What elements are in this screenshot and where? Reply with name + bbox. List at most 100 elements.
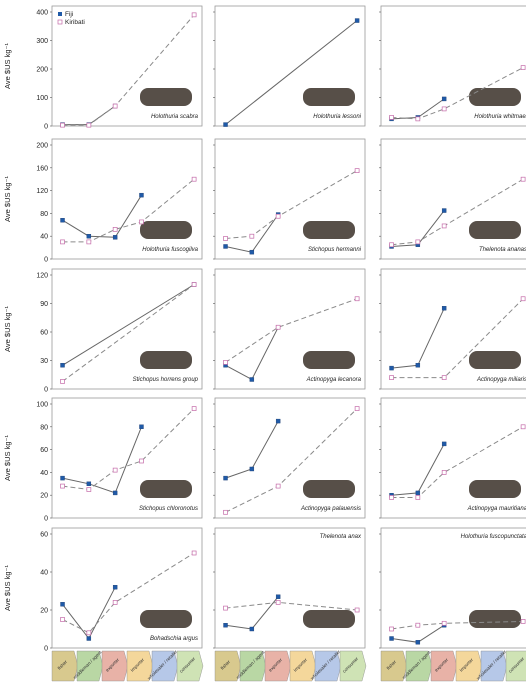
series-line-fiji: [62, 194, 142, 238]
y-axis-label: Ave $US kg⁻¹: [3, 306, 12, 352]
chart-panel: Actinopyga palauensis: [213, 397, 366, 519]
y-axis-label: Ave $US kg⁻¹: [3, 176, 12, 222]
data-point-kiribati: [389, 495, 394, 500]
data-point-kiribati: [441, 375, 447, 380]
legend-label-kiribati: Kiribati: [65, 19, 85, 26]
series-line-kiribati: [62, 14, 195, 126]
data-point-kiribati: [60, 122, 65, 128]
series-line-kiribati: [62, 178, 195, 243]
species-label: Thelenota anax: [320, 534, 362, 540]
panel-frame: [380, 527, 526, 649]
data-point-kiribati: [354, 296, 360, 302]
y-tick-label: 30: [40, 358, 48, 365]
data-point-kiribati: [191, 12, 197, 18]
y-tick-label: 300: [36, 38, 48, 45]
species-label: Holothuria fuscopunctata: [461, 534, 526, 540]
species-label: Holothuria fuscogilva: [142, 247, 198, 253]
category-arrow: [51, 650, 79, 682]
species-label: Thelenota ananas: [479, 247, 526, 253]
data-point-fiji: [275, 594, 281, 599]
data-point-fiji: [60, 218, 65, 223]
y-tick-label: 160: [36, 165, 48, 172]
specimen-photo: [140, 351, 192, 369]
category-arrow: [380, 650, 408, 682]
specimen-photo: [303, 88, 355, 106]
y-tick-label: 0: [44, 124, 48, 131]
legend-marker-kiribati: [57, 19, 63, 25]
data-point-kiribati: [415, 495, 421, 500]
data-point-kiribati: [112, 467, 118, 473]
category-label: fisher: [220, 659, 232, 671]
data-point-fiji: [249, 626, 255, 632]
data-point-kiribati: [60, 617, 65, 622]
chart-panel: 0 100 200 300 400 Holothuria scabra FijiKiriba…: [36, 5, 203, 131]
data-point-fiji: [415, 490, 421, 496]
y-tick-label: 100: [36, 402, 48, 409]
panel-frame: [214, 5, 366, 127]
series-line-kiribati: [62, 284, 195, 382]
data-point-kiribati: [139, 458, 144, 464]
category-arrow: [405, 650, 433, 682]
data-point-fiji: [249, 377, 255, 382]
data-point-kiribati: [415, 622, 421, 628]
y-axis-label: Ave $US kg⁻¹: [3, 435, 12, 481]
specimen-photo: [303, 610, 355, 628]
series-line-kiribati: [391, 67, 524, 120]
y-axis-label: Ave $US kg⁻¹: [3, 43, 12, 89]
data-point-kiribati: [249, 233, 255, 239]
data-point-kiribati: [86, 239, 92, 245]
data-point-kiribati: [275, 213, 281, 219]
data-point-kiribati: [415, 116, 421, 122]
data-point-fiji: [441, 96, 447, 102]
y-tick-label: 200: [36, 67, 48, 74]
series-line-fiji: [225, 20, 358, 125]
data-point-kiribati: [191, 282, 197, 287]
data-point-fiji: [415, 363, 421, 368]
data-point-kiribati: [520, 176, 526, 182]
y-tick-label: 0: [44, 646, 48, 653]
category-arrow: [455, 650, 483, 682]
category-arrow: [289, 650, 317, 682]
chart-panel: Actinopyga lecanora: [213, 268, 366, 390]
category-arrow: [126, 650, 154, 682]
specimen-photo: [140, 610, 192, 628]
y-tick-label: 0: [44, 257, 48, 264]
y-tick-label: 60: [40, 532, 48, 539]
data-point-kiribati: [112, 227, 118, 232]
category-arrow: [101, 650, 129, 682]
data-point-kiribati: [112, 103, 118, 109]
category-arrow: [214, 650, 242, 682]
chart-panel: Stichopus hermanni: [213, 138, 366, 260]
data-point-kiribati: [139, 219, 144, 225]
data-point-kiribati: [520, 619, 526, 624]
data-point-kiribati: [112, 600, 118, 605]
y-tick-label: 60: [40, 330, 48, 337]
data-point-fiji: [60, 602, 65, 607]
data-point-kiribati: [223, 509, 228, 515]
y-tick-label: 60: [40, 447, 48, 454]
specimen-photo: [469, 610, 521, 628]
data-point-fiji: [415, 640, 421, 645]
y-tick-label: 0: [44, 516, 48, 523]
data-point-kiribati: [389, 375, 394, 380]
specimen-photo: [140, 221, 192, 239]
species-label: Stichopus chloronotus: [139, 506, 198, 512]
specimen-photo: [303, 221, 355, 239]
chart-panel: 0 20 40 60 80 100 Stichopus chloronotus: [36, 397, 203, 523]
series-line-kiribati: [225, 170, 358, 239]
data-point-kiribati: [354, 607, 360, 613]
data-point-kiribati: [223, 360, 228, 365]
specimen-photo: [140, 480, 192, 498]
category-arrow: [314, 650, 342, 682]
data-point-fiji: [249, 466, 255, 472]
data-point-kiribati: [441, 223, 447, 229]
panel-frame: [214, 397, 366, 519]
y-tick-label: 120: [36, 188, 48, 195]
y-tick-label: 40: [40, 570, 48, 577]
specimen-photo: [469, 221, 521, 239]
y-tick-label: 90: [40, 301, 48, 308]
data-point-fiji: [60, 363, 65, 368]
specimen-photo: [469, 88, 521, 106]
data-point-kiribati: [60, 239, 65, 245]
category-label: fisher: [386, 659, 398, 671]
